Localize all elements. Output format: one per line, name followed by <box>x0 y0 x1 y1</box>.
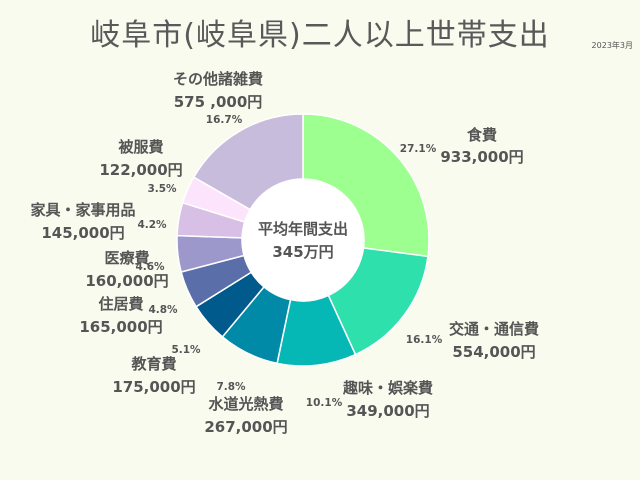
slice-value-label: 267,000円 <box>204 418 287 436</box>
slice-percent-label: 4.6% <box>135 261 165 273</box>
center-label: 平均年間支出 <box>258 220 348 238</box>
center-value: 345万円 <box>272 243 333 261</box>
slice-value-label: 145,000円 <box>41 224 124 242</box>
slice-value-label: 175,000円 <box>112 378 195 396</box>
slice-value-label: 122,000円 <box>99 161 182 179</box>
slice-percent-label: 16.1% <box>406 334 443 346</box>
slice-percent-label: 10.1% <box>306 397 343 409</box>
slice-value-label: 575 ,000円 <box>174 93 263 111</box>
date-label: 2023年3月 <box>591 41 633 50</box>
slice-value-label: 554,000円 <box>452 343 535 361</box>
donut-hole <box>242 179 364 301</box>
chart-title: 岐阜市(岐阜県)二人以上世帯支出 <box>90 18 550 53</box>
slice-value-label: 349,000円 <box>346 402 429 420</box>
slice-percent-label: 27.1% <box>400 143 437 155</box>
slice-percent-label: 3.5% <box>147 183 177 195</box>
slice-percent-label: 7.8% <box>216 381 246 393</box>
slice-percent-label: 16.7% <box>206 114 243 126</box>
slice-category-label: 水道光熱費 <box>208 395 283 413</box>
slice-value-label: 165,000円 <box>79 318 162 336</box>
slice-percent-label: 5.1% <box>171 344 201 356</box>
slice-percent-label: 4.8% <box>148 304 178 316</box>
slice-category-label: その他諸雑費 <box>173 70 263 88</box>
slice-category-label: 交通・通信費 <box>449 320 539 338</box>
slice-value-label: 933,000円 <box>440 148 523 166</box>
slice-category-label: 医療費 <box>104 249 149 267</box>
slice-category-label: 住居費 <box>98 295 143 313</box>
slice-percent-label: 4.2% <box>137 219 167 231</box>
slice-value-label: 160,000円 <box>85 272 168 290</box>
slice-category-label: 教育費 <box>130 355 176 373</box>
slice-category-label: 趣味・娯楽費 <box>342 379 433 397</box>
slice-category-label: 被服費 <box>118 138 163 156</box>
slice-category-label: 家具・家事用品 <box>30 201 135 219</box>
slice-category-label: 食費 <box>467 126 497 144</box>
